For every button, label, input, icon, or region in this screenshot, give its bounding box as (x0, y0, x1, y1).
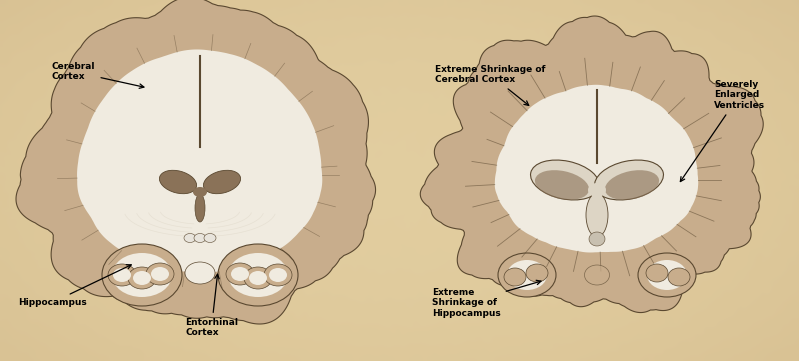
Polygon shape (77, 49, 322, 273)
Text: Hippocampus: Hippocampus (18, 265, 131, 307)
Text: Entorhinal
Cortex: Entorhinal Cortex (185, 274, 238, 338)
Ellipse shape (507, 260, 547, 290)
Text: Extreme Shrinkage of
Cerebral Cortex: Extreme Shrinkage of Cerebral Cortex (435, 65, 546, 105)
Ellipse shape (228, 253, 288, 297)
Ellipse shape (531, 160, 599, 200)
Ellipse shape (585, 265, 610, 285)
Ellipse shape (594, 160, 663, 200)
Polygon shape (495, 85, 698, 252)
Ellipse shape (185, 262, 215, 284)
Polygon shape (16, 0, 376, 324)
Ellipse shape (160, 170, 197, 194)
Ellipse shape (668, 268, 690, 286)
Ellipse shape (264, 264, 292, 286)
Ellipse shape (526, 264, 548, 282)
Ellipse shape (586, 193, 608, 237)
Ellipse shape (218, 244, 298, 306)
Ellipse shape (113, 268, 131, 282)
Ellipse shape (193, 187, 207, 197)
Text: Extreme
Shrinkage of
Hippocampus: Extreme Shrinkage of Hippocampus (432, 280, 541, 318)
Ellipse shape (102, 244, 182, 306)
Ellipse shape (646, 264, 668, 282)
Ellipse shape (112, 253, 172, 297)
Ellipse shape (151, 267, 169, 281)
Ellipse shape (184, 234, 196, 243)
Text: Severely
Enlarged
Ventricles: Severely Enlarged Ventricles (681, 80, 765, 182)
Ellipse shape (226, 263, 254, 285)
Text: Cerebral
Cortex: Cerebral Cortex (52, 62, 144, 88)
Ellipse shape (146, 263, 174, 285)
Ellipse shape (128, 267, 156, 289)
Ellipse shape (204, 234, 216, 243)
Ellipse shape (638, 253, 696, 297)
Ellipse shape (204, 170, 240, 194)
Polygon shape (420, 16, 763, 313)
Ellipse shape (535, 170, 589, 200)
Ellipse shape (133, 271, 151, 285)
Ellipse shape (231, 267, 249, 281)
Ellipse shape (195, 194, 205, 222)
Ellipse shape (249, 271, 267, 285)
Ellipse shape (504, 268, 526, 286)
Ellipse shape (498, 253, 556, 297)
Ellipse shape (605, 170, 659, 200)
Ellipse shape (588, 183, 606, 197)
Ellipse shape (108, 264, 136, 286)
Ellipse shape (269, 268, 287, 282)
Ellipse shape (194, 234, 206, 243)
Ellipse shape (244, 267, 272, 289)
Ellipse shape (647, 260, 687, 290)
Ellipse shape (589, 232, 605, 246)
